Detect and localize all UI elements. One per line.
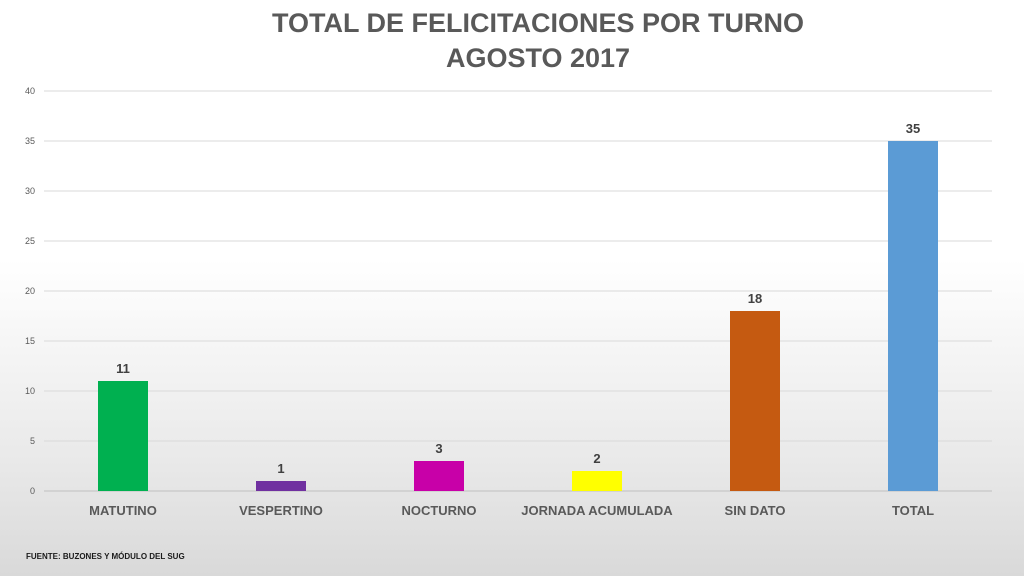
bar <box>414 461 464 491</box>
y-tick-label: 15 <box>25 336 35 346</box>
bar <box>888 141 938 491</box>
chart-title-line2: AGOSTO 2017 <box>446 43 630 73</box>
bar <box>256 481 306 491</box>
category-label: SIN DATO <box>725 503 786 518</box>
y-tick-label: 30 <box>25 186 35 196</box>
y-tick-label: 20 <box>25 286 35 296</box>
y-tick-label: 25 <box>25 236 35 246</box>
category-label: VESPERTINO <box>239 503 323 518</box>
data-label: 18 <box>748 291 762 306</box>
y-tick-label: 40 <box>25 86 35 96</box>
data-label: 3 <box>435 441 442 456</box>
bar <box>730 311 780 491</box>
bar <box>572 471 622 491</box>
source-note: FUENTE: BUZONES Y MÓDULO DEL SUG <box>26 552 185 561</box>
data-label: 1 <box>277 461 284 476</box>
category-label: TOTAL <box>892 503 934 518</box>
category-label: JORNADA ACUMULADA <box>521 503 673 518</box>
y-tick-label: 35 <box>25 136 35 146</box>
bar <box>98 381 148 491</box>
y-tick-label: 10 <box>25 386 35 396</box>
category-label: MATUTINO <box>89 503 157 518</box>
data-label: 35 <box>906 121 920 136</box>
category-label: NOCTURNO <box>401 503 476 518</box>
data-label: 11 <box>116 361 130 376</box>
chart-title-line1: TOTAL DE FELICITACIONES POR TURNO <box>272 8 804 38</box>
y-tick-label: 0 <box>30 486 35 496</box>
data-label: 2 <box>593 451 600 466</box>
y-tick-label: 5 <box>30 436 35 446</box>
